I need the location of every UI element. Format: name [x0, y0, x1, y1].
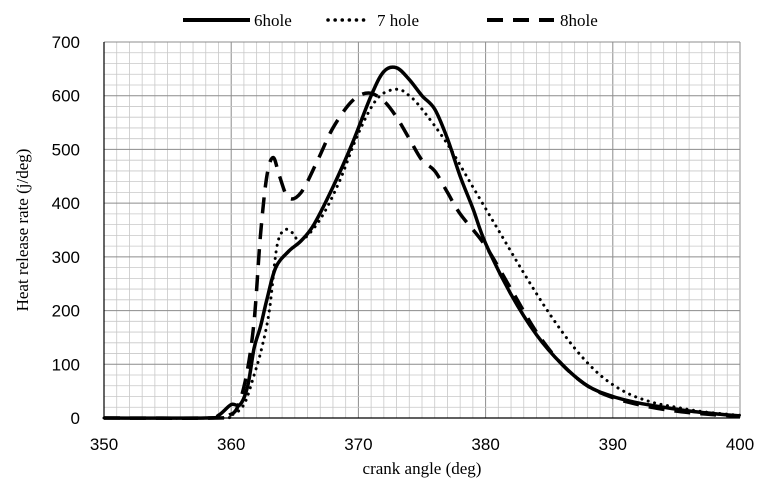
- x-tick-label: 360: [217, 435, 245, 454]
- x-axis-title: crank angle (deg): [363, 459, 482, 478]
- y-tick-label: 400: [52, 194, 80, 213]
- legend-label-6hole: 6hole: [254, 11, 292, 30]
- y-tick-label: 0: [71, 409, 80, 428]
- y-axis-title: Heat release rate (j/deg): [13, 149, 32, 312]
- x-tick-label: 390: [599, 435, 627, 454]
- y-tick-label: 100: [52, 355, 80, 374]
- series-line-6hole: [103, 65, 741, 420]
- y-tick-label: 300: [52, 248, 80, 267]
- legend-label-8hole: 8hole: [560, 11, 598, 30]
- x-tick-label: 380: [471, 435, 499, 454]
- y-tick-label: 700: [52, 33, 80, 52]
- x-tick-label: 400: [726, 435, 754, 454]
- series-line-8hole: [103, 91, 741, 420]
- y-tick-label: 600: [52, 87, 80, 106]
- grid: [104, 41, 741, 418]
- x-tick-labels: 350 360 370 380 390 400: [90, 435, 754, 454]
- y-tick-label: 200: [52, 302, 80, 321]
- legend-item-8hole: 8hole: [487, 11, 598, 30]
- x-tick-label: 350: [90, 435, 118, 454]
- legend-item-7hole: 7 hole: [326, 11, 419, 30]
- y-tick-label: 500: [52, 140, 80, 159]
- series-lines: [102, 65, 742, 420]
- x-tick-label: 370: [344, 435, 372, 454]
- legend: 6hole 7 hole 8hole: [183, 11, 598, 30]
- legend-item-6hole: 6hole: [183, 11, 292, 30]
- y-tick-labels: 0 100 200 300 400 500 600 700: [52, 33, 80, 428]
- legend-label-7hole: 7 hole: [377, 11, 419, 30]
